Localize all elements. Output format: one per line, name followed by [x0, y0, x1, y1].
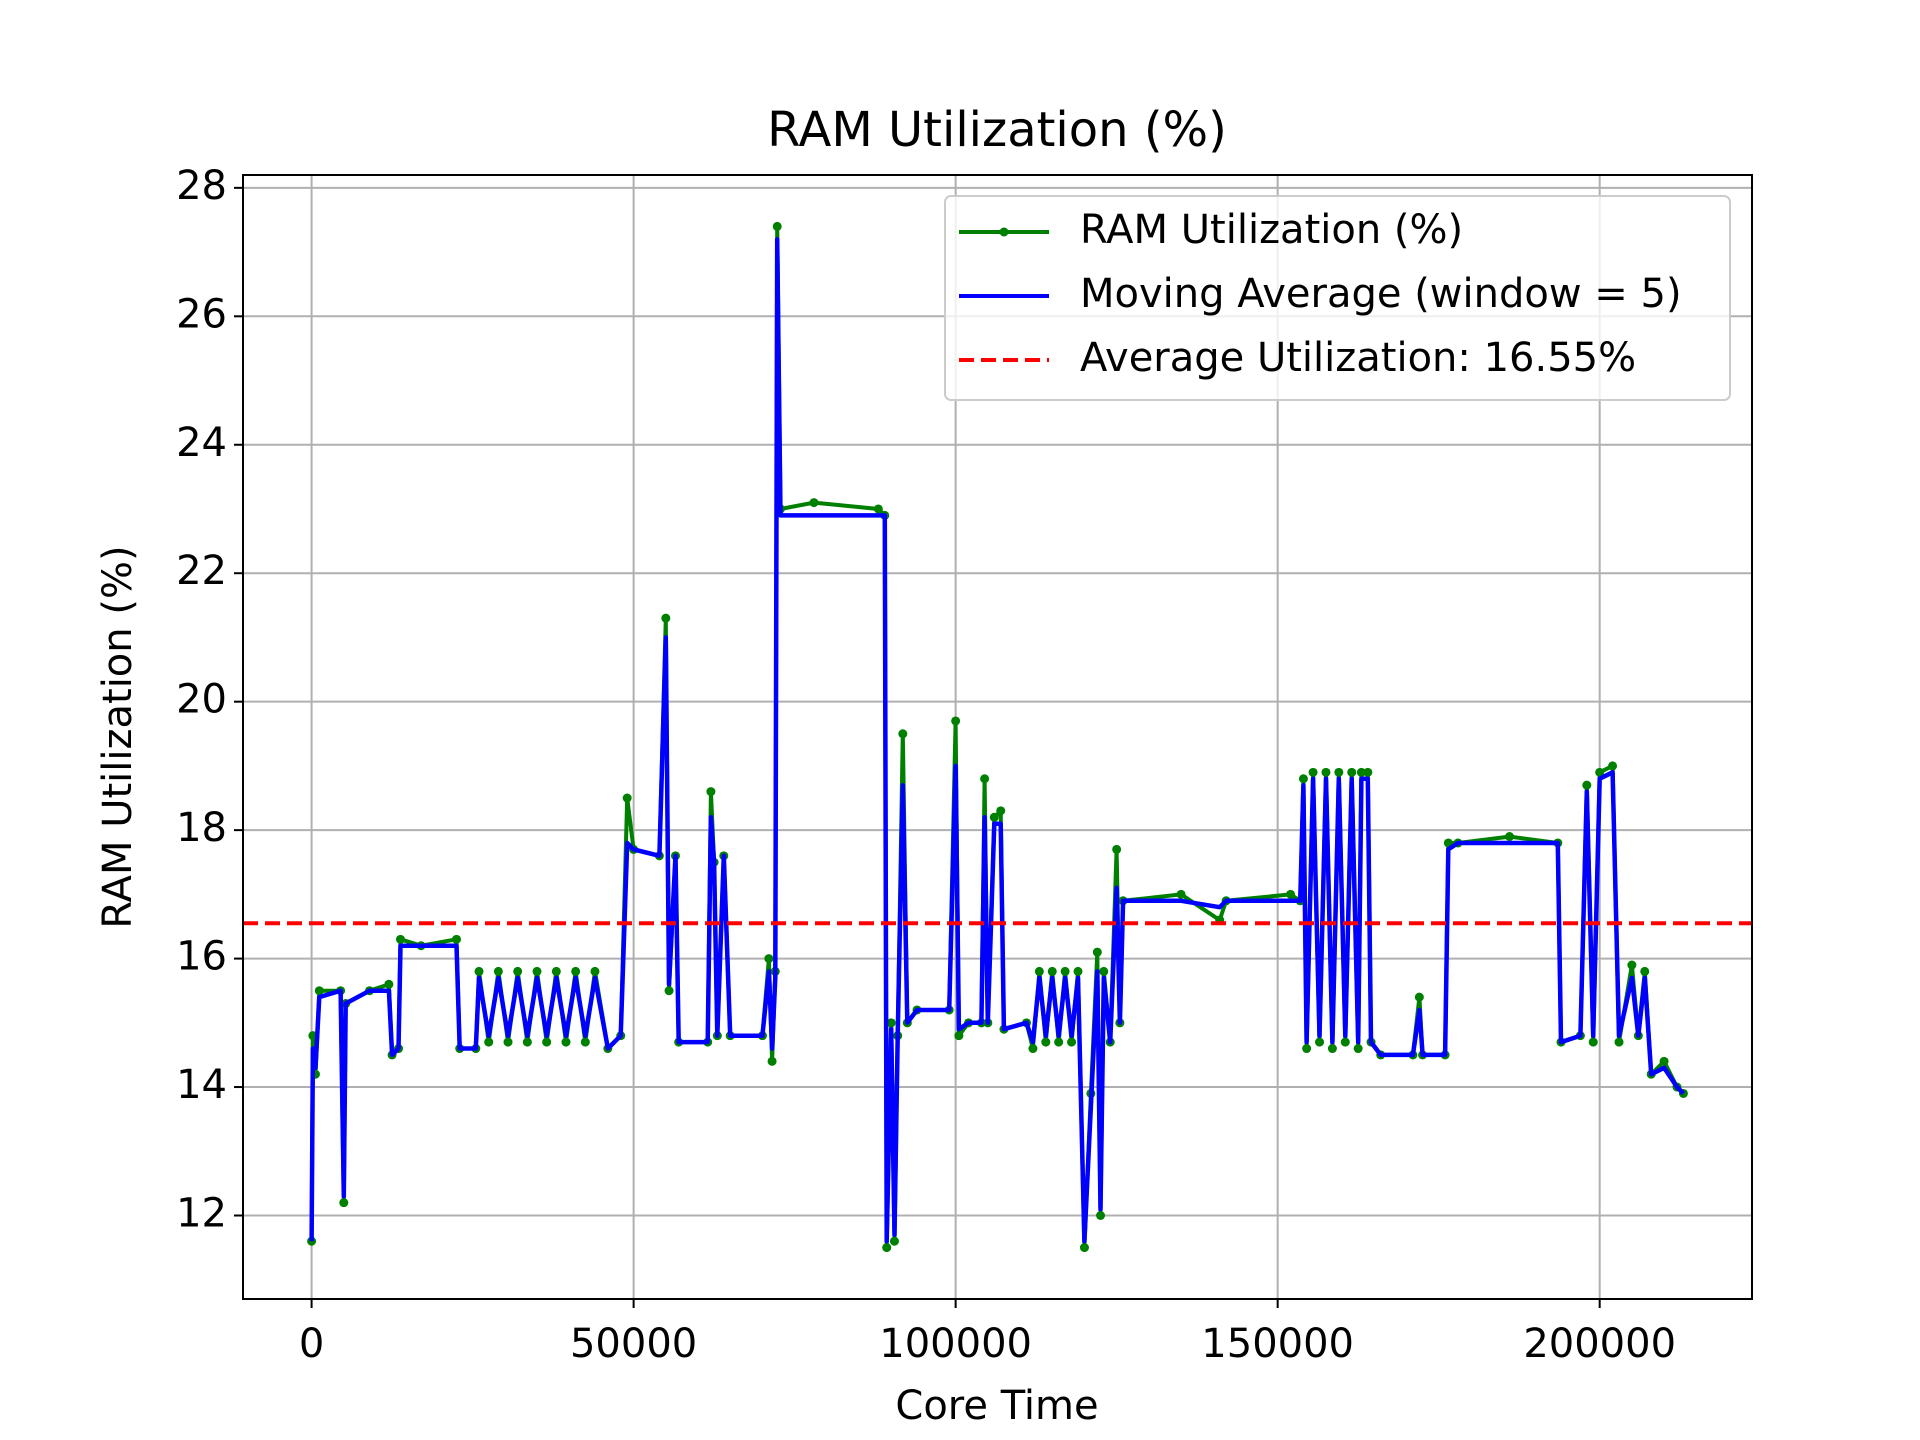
data-point	[1302, 1044, 1312, 1054]
data-point	[1588, 1037, 1598, 1047]
data-point	[873, 504, 883, 514]
legend-label: Average Utilization: 16.55%	[1080, 335, 1636, 381]
y-tick-label: 24	[176, 420, 227, 466]
data-point	[484, 1037, 494, 1047]
data-point	[1067, 1037, 1077, 1047]
data-point	[1608, 761, 1618, 771]
data-point	[1640, 966, 1650, 976]
data-point	[951, 716, 961, 726]
legend-box	[944, 195, 1731, 401]
data-point	[664, 986, 674, 996]
data-point	[1286, 889, 1296, 899]
x-tick-label: 150000	[1201, 1321, 1354, 1367]
data-point	[561, 1037, 571, 1047]
y-tick-label: 22	[176, 548, 227, 594]
data-point	[1176, 889, 1186, 899]
data-point	[1112, 844, 1122, 854]
y-tick-label: 20	[176, 677, 227, 723]
data-point	[1505, 832, 1515, 842]
data-point	[1092, 947, 1102, 957]
x-tick-label: 100000	[879, 1321, 1032, 1367]
data-point	[1041, 1037, 1051, 1047]
data-point	[989, 812, 999, 822]
data-point	[542, 1037, 552, 1047]
data-point	[1414, 992, 1424, 1002]
x-tick-label: 50000	[570, 1321, 697, 1367]
data-point	[882, 1243, 892, 1253]
data-point	[1096, 1211, 1106, 1221]
data-point	[886, 1018, 896, 1028]
y-tick-label: 18	[176, 805, 227, 851]
data-point	[395, 934, 405, 944]
data-point	[996, 806, 1006, 816]
data-point	[452, 934, 462, 944]
data-point	[339, 1198, 349, 1208]
data-point	[1099, 966, 1109, 976]
data-point	[532, 966, 542, 976]
data-point	[571, 966, 581, 976]
data-point	[522, 1037, 532, 1047]
data-point	[1034, 966, 1044, 976]
data-point	[384, 979, 394, 989]
data-point	[954, 1031, 964, 1041]
data-point	[1356, 767, 1366, 777]
y-tick-label: 14	[176, 1062, 227, 1108]
data-point	[1363, 767, 1373, 777]
data-point	[980, 774, 990, 784]
legend-marker	[999, 227, 1009, 237]
y-tick-label: 12	[176, 1191, 227, 1237]
data-point	[1315, 1037, 1325, 1047]
data-point	[1298, 774, 1308, 784]
data-point	[1028, 1044, 1038, 1054]
data-point	[580, 1037, 590, 1047]
x-tick-label: 0	[299, 1321, 324, 1367]
data-point	[772, 221, 782, 231]
data-point	[1079, 1243, 1089, 1253]
data-point	[1659, 1056, 1669, 1066]
x-axis-label: Core Time	[895, 1383, 1098, 1429]
data-point	[1582, 780, 1592, 790]
data-point	[1327, 1044, 1337, 1054]
data-point	[1614, 1037, 1624, 1047]
legend-label: Moving Average (window = 5)	[1080, 271, 1682, 317]
data-point	[503, 1037, 513, 1047]
plot-frame	[242, 174, 1753, 1300]
data-point	[314, 986, 324, 996]
plot-area	[243, 221, 1752, 1253]
data-point	[622, 793, 632, 803]
y-axis-label: RAM Utilization (%)	[95, 545, 141, 928]
data-point	[513, 966, 523, 976]
data-point	[551, 966, 561, 976]
data-point	[1353, 1044, 1363, 1054]
y-tick-label: 26	[176, 291, 227, 337]
chart-title: RAM Utilization (%)	[767, 102, 1227, 158]
series-line	[309, 236, 1686, 1244]
y-tick-label: 28	[176, 163, 227, 209]
x-tick-label: 200000	[1523, 1321, 1676, 1367]
data-point	[764, 954, 774, 964]
data-point	[1054, 1037, 1064, 1047]
data-point	[493, 966, 503, 976]
data-point	[1347, 767, 1357, 777]
data-point	[767, 1056, 777, 1066]
data-point	[898, 729, 908, 739]
data-point	[1595, 767, 1605, 777]
data-point	[1334, 767, 1344, 777]
y-tick-label: 16	[176, 934, 227, 980]
data-point	[590, 966, 600, 976]
data-point	[1073, 966, 1083, 976]
data-point	[1047, 966, 1057, 976]
data-point	[1321, 767, 1331, 777]
data-point	[1060, 966, 1070, 976]
data-point	[1308, 767, 1318, 777]
data-point	[1627, 960, 1637, 970]
data-point	[809, 498, 819, 508]
legend-label: RAM Utilization (%)	[1080, 207, 1463, 253]
data-point	[474, 966, 484, 976]
data-point	[1340, 1037, 1350, 1047]
data-point	[706, 787, 716, 797]
data-point	[661, 613, 671, 623]
data-point	[889, 1236, 899, 1246]
